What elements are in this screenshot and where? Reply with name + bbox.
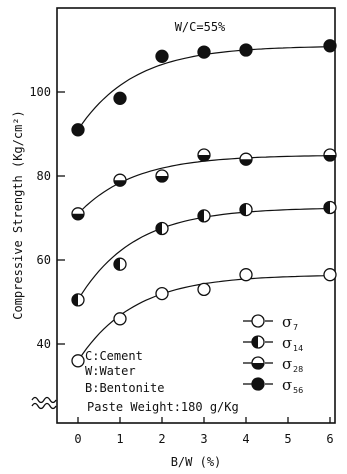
point-sigma-14 (113, 257, 127, 271)
point-sigma-56 (239, 43, 253, 57)
point-sigma-56 (113, 91, 127, 105)
point-sigma-28 (113, 173, 127, 187)
legend-item-sigma-28: σ 28 (243, 355, 303, 374)
axis-break-icon (31, 396, 57, 410)
x-tick-label: 3 (200, 432, 207, 446)
x-tick-label: 4 (242, 432, 249, 446)
y-tick-label: 60 (37, 253, 51, 267)
legend-label: σ (282, 313, 292, 331)
point-sigma-28 (323, 148, 337, 162)
point-sigma-7 (239, 268, 253, 282)
point-sigma-14 (323, 200, 337, 215)
point-sigma-7 (155, 286, 169, 301)
y-tick-label: 100 (29, 85, 51, 99)
point-sigma-56 (323, 39, 337, 53)
y-axis-label: Compressive Strength (Kg/cm²) (11, 110, 25, 320)
annotation-water: W:Water (85, 364, 136, 378)
legend-marker (251, 335, 265, 349)
x-tick-label: 2 (158, 432, 165, 446)
y-axis-ticks: 40 60 80 100 (29, 85, 65, 351)
legend-marker (251, 356, 265, 370)
point-sigma-14 (239, 202, 253, 217)
point-sigma-28 (71, 207, 85, 221)
point-sigma-56 (155, 49, 169, 63)
point-sigma-56 (71, 123, 85, 137)
point-sigma-7 (71, 354, 85, 368)
legend-label: σ (282, 355, 292, 373)
y-tick-label: 80 (37, 169, 51, 183)
series-curve-56 (77, 46, 335, 131)
data-points (71, 39, 337, 368)
legend: σ 7σ 14σ 28σ 56 (243, 313, 303, 395)
annotation-bentonite: B:Bentonite (85, 381, 164, 395)
legend-label: σ (282, 334, 292, 352)
annotation-block: C:Cement W:Water B:Bentonite Paste Weigh… (85, 349, 239, 414)
legend-subscript: 14 (293, 344, 303, 353)
point-sigma-14 (71, 293, 85, 307)
x-axis-ticks: 0 1 2 3 4 5 6 (74, 417, 334, 446)
legend-subscript: 7 (293, 323, 298, 332)
point-sigma-7 (113, 312, 127, 326)
point-sigma-7 (323, 268, 337, 282)
point-sigma-14 (155, 221, 169, 236)
y-tick-label: 40 (37, 337, 51, 351)
x-tick-label: 1 (116, 432, 123, 446)
x-axis-label: B/W (%) (171, 455, 222, 469)
point-sigma-28 (197, 148, 211, 162)
annotation-paste-weight: Paste Weight:180 g/Kg (87, 400, 239, 414)
legend-item-sigma-14: σ 14 (243, 334, 303, 353)
legend-marker (251, 377, 265, 391)
point-sigma-7 (197, 282, 211, 297)
x-tick-label: 0 (74, 432, 81, 446)
point-sigma-28 (155, 169, 169, 183)
x-tick-label: 6 (326, 432, 333, 446)
x-tick-label: 5 (284, 432, 291, 446)
legend-label: σ (282, 376, 292, 394)
legend-subscript: 56 (293, 386, 303, 395)
point-sigma-28 (239, 152, 253, 166)
legend-marker (251, 314, 265, 328)
point-sigma-56 (197, 45, 211, 59)
point-sigma-14 (197, 209, 211, 223)
annotation-cement: C:Cement (85, 349, 143, 363)
legend-item-sigma-56: σ 56 (243, 376, 303, 395)
plot-frame (56, 7, 336, 424)
chart-title: W/C=55% (175, 20, 226, 34)
legend-subscript: 28 (293, 365, 303, 374)
